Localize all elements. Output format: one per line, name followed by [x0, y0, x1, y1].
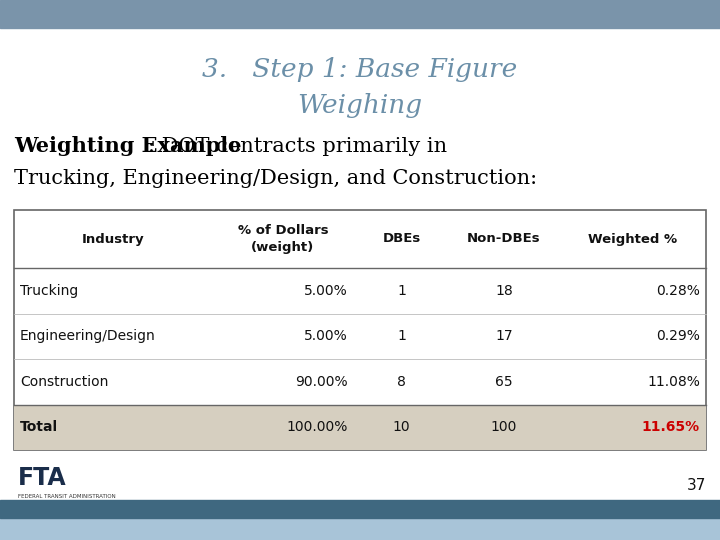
Text: 10: 10 [392, 420, 410, 434]
Bar [14, 404, 706, 450]
Text: 1: 1 [397, 329, 406, 343]
Text: : DOT contracts primarily in: : DOT contracts primarily in [148, 137, 447, 156]
Text: Weighting Example: Weighting Example [14, 136, 241, 156]
Text: 18: 18 [495, 284, 513, 298]
Bar [0, 0, 720, 28]
Text: Trucking: Trucking [20, 284, 78, 298]
Text: 100.00%: 100.00% [287, 420, 348, 434]
Bar [0, 500, 720, 518]
Text: 8: 8 [397, 375, 406, 389]
Text: DBEs: DBEs [382, 233, 420, 246]
Text: Total: Total [20, 420, 58, 434]
Text: Non-DBEs: Non-DBEs [467, 233, 541, 246]
Text: 11.08%: 11.08% [647, 375, 700, 389]
Text: Construction: Construction [20, 375, 109, 389]
Bar [14, 210, 706, 450]
Text: Industry: Industry [81, 233, 144, 246]
Text: Weighted %: Weighted % [588, 233, 677, 246]
Text: 1: 1 [397, 284, 406, 298]
Text: Weighing: Weighing [297, 93, 423, 118]
Text: Engineering/Design: Engineering/Design [20, 329, 156, 343]
Text: Trucking, Engineering/Design, and Construction:: Trucking, Engineering/Design, and Constr… [14, 168, 537, 187]
Text: % of Dollars
(weight): % of Dollars (weight) [238, 224, 328, 254]
Text: 90.00%: 90.00% [295, 375, 348, 389]
Text: 65: 65 [495, 375, 513, 389]
Text: 5.00%: 5.00% [305, 329, 348, 343]
Bar [0, 518, 720, 540]
Text: 0.28%: 0.28% [656, 284, 700, 298]
Text: 3.   Step 1: Base Figure: 3. Step 1: Base Figure [202, 57, 518, 83]
Text: 0.29%: 0.29% [656, 329, 700, 343]
Text: 17: 17 [495, 329, 513, 343]
Text: FEDERAL TRANSIT ADMINISTRATION: FEDERAL TRANSIT ADMINISTRATION [18, 494, 116, 499]
Text: 5.00%: 5.00% [305, 284, 348, 298]
Text: 37: 37 [687, 478, 706, 494]
Text: 100: 100 [491, 420, 517, 434]
Text: 11.65%: 11.65% [642, 420, 700, 434]
Text: FTA: FTA [18, 466, 67, 490]
